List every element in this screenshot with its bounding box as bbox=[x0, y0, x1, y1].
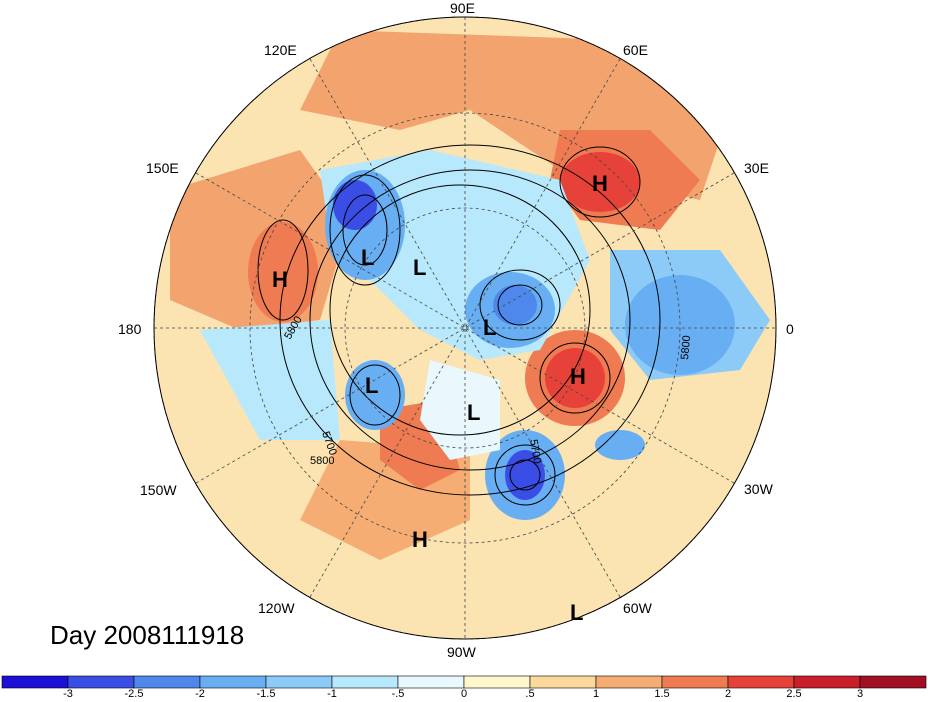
colorbar-tick-label: 2.5 bbox=[786, 688, 802, 700]
colorbar-tick-label: -2 bbox=[195, 688, 205, 700]
lon-label-30w: 30W bbox=[744, 481, 773, 497]
colorbar-tick-label: -.5 bbox=[391, 688, 405, 700]
pressure-label: H bbox=[412, 527, 428, 552]
colorbar-tick-label: -2.5 bbox=[124, 688, 144, 700]
colorbar-swatch bbox=[859, 675, 927, 689]
colorbar-swatch bbox=[727, 675, 795, 689]
colorbar-swatch bbox=[595, 675, 663, 689]
colorbar-swatch bbox=[331, 675, 399, 689]
pressure-label: L bbox=[361, 245, 374, 270]
colorbar-swatch bbox=[661, 675, 729, 689]
colorbar-swatch bbox=[1, 675, 69, 689]
map-border bbox=[153, 16, 777, 640]
lon-label-180: 180 bbox=[118, 321, 142, 337]
lon-label-60e: 60E bbox=[623, 42, 648, 58]
lon-label-90e: 90E bbox=[450, 0, 475, 16]
colorbar-tick-label: 1.5 bbox=[654, 688, 670, 700]
colorbar-swatch bbox=[67, 675, 135, 689]
colorbar bbox=[1, 675, 927, 689]
colorbar-tick-label: -1 bbox=[327, 688, 337, 700]
colorbar-tick-label: 2 bbox=[724, 688, 732, 700]
contour-label: 5800 bbox=[679, 335, 693, 360]
lon-label-120e: 120E bbox=[264, 42, 297, 58]
colorbar-tick-label: 3 bbox=[856, 688, 864, 700]
colorbar-swatch bbox=[133, 675, 201, 689]
lon-label-30e: 30E bbox=[744, 160, 769, 176]
colorbar-tick-label: -3 bbox=[63, 688, 73, 700]
colorbar-swatch bbox=[793, 675, 861, 689]
colorbar-tick-label: -1.5 bbox=[256, 688, 276, 700]
pressure-label: L bbox=[483, 315, 496, 340]
contour-label: 5700 bbox=[527, 438, 543, 464]
pressure-label: H bbox=[570, 364, 586, 389]
colorbar-tick-label: 0 bbox=[460, 688, 468, 700]
height-contours bbox=[257, 144, 661, 506]
pressure-label: H bbox=[272, 267, 288, 292]
map-title: Day 2008111918 bbox=[50, 620, 245, 650]
lon-label-150e: 150E bbox=[146, 160, 179, 176]
lon-label-60w: 60W bbox=[623, 600, 652, 616]
lon-label-0: 0 bbox=[786, 321, 794, 337]
pressure-label: L bbox=[467, 400, 480, 425]
contour-label: 5800 bbox=[310, 455, 334, 467]
lon-label-150w: 150W bbox=[140, 482, 177, 498]
pressure-label: L bbox=[365, 373, 378, 398]
colorbar-swatch bbox=[199, 675, 267, 689]
pressure-label: L bbox=[570, 600, 583, 625]
colorbar-swatch bbox=[463, 675, 531, 689]
colorbar-swatch bbox=[529, 675, 597, 689]
lon-label-120w: 120W bbox=[258, 600, 295, 616]
pressure-label: L bbox=[413, 255, 426, 280]
colorbar-tick-label: .5 bbox=[525, 688, 535, 700]
colorbar-swatch bbox=[397, 675, 465, 689]
pressure-label: H bbox=[592, 171, 608, 196]
colorbar-swatch bbox=[265, 675, 333, 689]
pressure-labels: H H L L L H L L H L bbox=[272, 171, 608, 625]
lon-label-90w: 90W bbox=[447, 644, 476, 660]
colorbar-tick-label: 1 bbox=[592, 688, 600, 700]
